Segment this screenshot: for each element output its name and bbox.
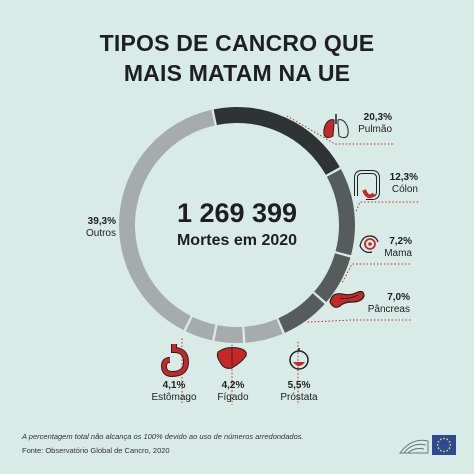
annotation-estomago: 4,1% Estômago: [146, 380, 202, 404]
source-note: Fonte: Observatório Global de Cancro, 20…: [22, 446, 170, 455]
donut-slice-fígado: [214, 325, 244, 343]
pct-label-mama: 7,2%: [389, 236, 412, 247]
annotation-figado: 4,2% Fígado: [210, 380, 256, 404]
annotation-pulmao: 20,3% Pulmão: [352, 112, 392, 136]
donut-slice-pâncreas: [278, 293, 325, 333]
leader-line-pulmão: [286, 115, 395, 145]
annotation-outros: 39,3% Outros: [70, 216, 116, 240]
total-deaths-value: 1 269 399: [176, 198, 298, 228]
annotation-mama: 7,2% Mama: [366, 236, 412, 260]
footnote: A percentagem total não alcança os 100% …: [22, 432, 304, 441]
category-label-colon: Cólon: [391, 184, 418, 195]
pct-label-pancreas: 7,0%: [387, 292, 410, 303]
donut-slice-pulmão: [213, 107, 340, 175]
leader-line-cólon: [355, 201, 420, 212]
annotation-pancreas: 7,0% Pâncreas: [356, 292, 410, 316]
annotation-colon: 12,3% Cólon: [372, 172, 418, 196]
category-label-pulmao: Pulmão: [358, 124, 392, 135]
donut-slice-próstata: [244, 319, 283, 343]
donut-slice-cólon: [326, 169, 355, 256]
pct-label-pulmao: 20,3%: [363, 112, 392, 123]
pct-label-colon: 12,3%: [389, 172, 418, 183]
category-label-mama: Mama: [384, 248, 412, 259]
donut-slice-outros: [118, 109, 215, 331]
category-label-figado: Fígado: [217, 392, 249, 403]
donut-slice-estômago: [185, 316, 216, 341]
title-line-2: MAIS MATAM NA UE: [123, 60, 351, 86]
title-line-1: TIPOS DE CANCRO QUE: [99, 30, 375, 56]
leader-line-pâncreas: [307, 319, 412, 323]
category-label-estomago: Estômago: [151, 392, 197, 403]
leader-line-mama: [342, 263, 412, 283]
colon-icon: [354, 170, 380, 200]
category-label-pancreas: Pâncreas: [367, 304, 410, 315]
pancreas-icon: [329, 290, 365, 308]
pct-label-estomago: 4,1%: [162, 380, 186, 391]
breast-icon: [359, 235, 379, 253]
category-label-outros: Outros: [85, 228, 116, 239]
donut-slice-mama: [314, 253, 351, 303]
liver-icon: [216, 347, 247, 369]
pct-label-figado: 4,2%: [221, 380, 245, 391]
stomach-icon: [160, 344, 190, 378]
pct-label-outros: 39,3%: [87, 216, 116, 227]
lungs-icon: [323, 114, 349, 139]
prostate-icon: [289, 348, 309, 370]
eu-parliament-logo: [398, 435, 456, 455]
pct-label-prostata: 5,5%: [287, 380, 311, 391]
annotation-prostata: 5,5% Próstata: [274, 380, 324, 404]
total-deaths-label: Mortes em 2020: [176, 232, 298, 249]
category-label-prostata: Próstata: [280, 392, 318, 403]
